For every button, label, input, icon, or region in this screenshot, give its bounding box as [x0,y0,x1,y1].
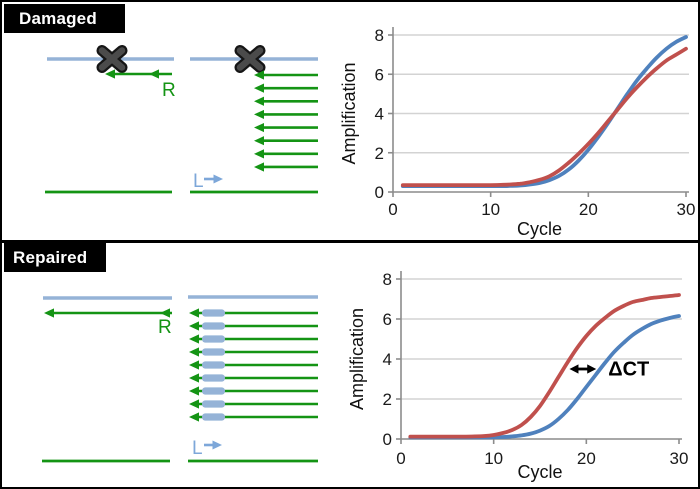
x-tick-label: 20 [579,200,598,219]
x-tick-label: 10 [484,449,503,468]
repair-patch [202,322,225,330]
primer-arrowhead-icon [254,96,264,106]
x-axis-title: Cycle [517,462,562,482]
x-tick-label: 30 [677,200,696,219]
repaired-amplification-chart: 0 2 4 6 8 0 10 20 30 Cycle Amplification ΔCT [347,270,689,482]
y-tick-label: 2 [383,390,392,409]
primer-arrowhead-icon [189,360,199,370]
repair-patch [202,400,225,408]
primer-arrowhead-icon [160,308,170,318]
repair-patch [202,348,225,356]
right-dna-diagram: L [188,295,318,463]
y-tick-label: 8 [375,26,384,45]
x-tick-label: 30 [670,449,689,468]
reverse-primer-label: R [158,317,172,338]
damaged-amplification-chart: 0 2 4 6 8 0 10 20 30 Cycle Amplification [339,26,696,239]
panel-title-damaged-text: Damaged [19,9,97,28]
repair-patch [202,374,225,382]
primer-arrowhead-icon [254,70,264,80]
y-axis-title: Amplification [339,62,359,164]
x-tick-label: 0 [396,449,405,468]
y-tick-label: 0 [383,430,392,449]
repair-patch [202,387,225,395]
right-dna-diagram: L [190,45,318,194]
y-tick-label: 6 [383,310,392,329]
primer-arrowhead-icon [189,347,199,357]
y-tick-label: 2 [375,144,384,163]
series-red [400,46,688,188]
primer-arrowhead-icon [189,308,199,318]
primer-arrowhead-icon [254,149,264,159]
primer-arrowhead-icon [189,399,199,409]
y-axis-title: Amplification [347,308,367,410]
primer-arrowhead-icon [189,334,199,344]
y-tick-label: 6 [375,65,384,84]
panel-title-damaged: Damaged [4,4,125,33]
series-blue [400,35,688,189]
primer-arrowhead-icon [189,321,199,331]
delta-ct-arrow-icon [587,364,597,374]
y-tick-label: 4 [375,105,384,124]
damage-x-icon [98,47,126,71]
repair-patch [202,335,225,343]
panel-title-repaired-text: Repaired [13,248,88,267]
left-dna-diagram: R [42,296,172,463]
repair-patch [202,361,225,369]
x-tick-label: 20 [577,449,596,468]
primer-arrowhead-icon [254,122,264,133]
series-red [408,293,681,439]
damage-x-icon [236,47,264,71]
forward-primer-arrowhead-icon [212,440,222,450]
forward-primer-arrowhead-icon [213,174,223,184]
x-tick-label: 0 [388,200,397,219]
forward-primer-label: L [192,438,203,459]
primer-arrowhead-icon [44,308,54,318]
y-tick-label: 4 [383,350,392,369]
primer-arrowhead-icon [254,136,264,146]
primer-arrowhead-icon [105,69,115,79]
forward-primer-label: L [193,171,204,192]
panel-divider [2,240,698,243]
primer-arrowhead-icon [254,162,264,172]
delta-ct-label: ΔCT [608,359,649,381]
primer-arrowhead-icon [254,109,264,120]
left-dna-diagram: R [45,45,176,194]
primer-arrowhead-icon [189,386,199,396]
x-axis-title: Cycle [517,219,562,239]
y-tick-label: 8 [383,270,392,289]
damaged-diagram: RL [45,45,318,194]
primer-arrowhead-icon [149,69,159,79]
x-tick-label: 10 [481,200,500,219]
primer-arrowhead-icon [189,373,199,383]
y-tick-label: 0 [375,183,384,202]
repair-patch [202,309,225,317]
repair-patch [202,413,225,421]
panel-title-repaired: Repaired [4,243,106,272]
primer-arrowhead-icon [254,83,264,93]
delta-ct-arrow-icon [569,364,579,374]
primer-arrowhead-icon [189,412,199,422]
repaired-diagram: RL [42,295,318,463]
reverse-primer-label: R [162,80,176,101]
